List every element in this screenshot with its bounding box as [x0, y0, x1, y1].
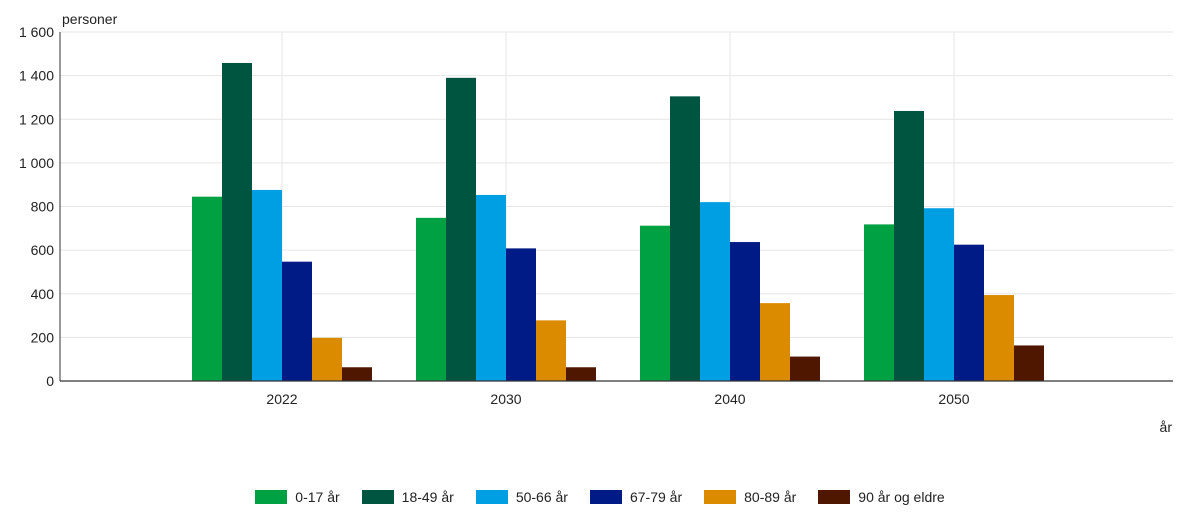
legend-item[interactable]: 67-79 år — [589, 489, 683, 505]
axes: 0 200 400 600 800 1 000 1 200 1 400 1 600 2022 203… — [19, 24, 1173, 407]
legend-item[interactable]: 50-66 år — [475, 489, 568, 505]
x-tick-label: 2030 — [490, 391, 521, 407]
legend-swatch — [704, 490, 737, 504]
y-tick-label: 1 000 — [19, 155, 54, 171]
legend: 0-17 år 18-49 år 50-66 år 67-79 år 80-89 år 9… — [0, 489, 1200, 505]
bar — [536, 320, 566, 381]
x-tick-label: 2040 — [714, 391, 745, 407]
legend-item[interactable]: 0-17 år — [255, 489, 340, 505]
y-tick-label: 200 — [31, 329, 55, 345]
bar — [700, 202, 730, 381]
legend-item[interactable]: 18-49 år — [361, 489, 454, 505]
bar — [640, 225, 670, 381]
bar — [730, 242, 760, 381]
legend-swatch — [818, 490, 851, 504]
legend-item[interactable]: 80-89 år — [704, 489, 796, 505]
legend-label: 90 år og eldre — [858, 489, 945, 505]
legend-label: 67-79 år — [629, 489, 683, 505]
y-tick-label: 800 — [31, 199, 55, 215]
legend-label: 0-17 år — [295, 489, 340, 505]
y-axis-label: personer — [62, 11, 118, 27]
bar — [760, 303, 790, 381]
y-tick-label: 1 600 — [19, 24, 54, 40]
bar — [446, 77, 476, 382]
bar — [342, 367, 372, 381]
x-tick-label: 2022 — [266, 391, 297, 407]
bar — [864, 224, 894, 381]
bar — [222, 62, 252, 381]
y-tick-label: 1 400 — [19, 68, 54, 84]
bar — [954, 244, 984, 381]
y-tick-label: 1 200 — [19, 111, 54, 127]
bar — [790, 356, 820, 381]
legend-item[interactable]: 90 år og eldre — [818, 489, 945, 505]
bars — [192, 62, 1044, 382]
legend-swatch — [475, 490, 508, 504]
legend-swatch — [255, 490, 288, 504]
x-axis-label: år — [1160, 419, 1173, 435]
bar — [924, 208, 954, 381]
y-tick-label: 400 — [31, 286, 55, 302]
bar — [670, 96, 700, 382]
bar — [566, 367, 596, 381]
bar — [416, 217, 446, 381]
bar — [1014, 345, 1044, 381]
x-tick-label: 2050 — [938, 391, 969, 407]
legend-swatch — [589, 490, 622, 504]
bar — [984, 295, 1014, 381]
legend-label: 18-49 år — [401, 489, 454, 505]
legend-label: 80-89 år — [744, 489, 797, 505]
bar — [894, 110, 924, 382]
legend-swatch — [361, 490, 394, 504]
bar — [252, 189, 282, 381]
bar — [192, 196, 222, 381]
bar — [282, 261, 312, 381]
legend-label: 50-66 år — [515, 489, 568, 505]
bar — [506, 248, 536, 381]
bar — [476, 194, 506, 381]
bar — [312, 337, 342, 381]
y-tick-label: 0 — [46, 373, 54, 389]
y-tick-label: 600 — [31, 242, 55, 258]
